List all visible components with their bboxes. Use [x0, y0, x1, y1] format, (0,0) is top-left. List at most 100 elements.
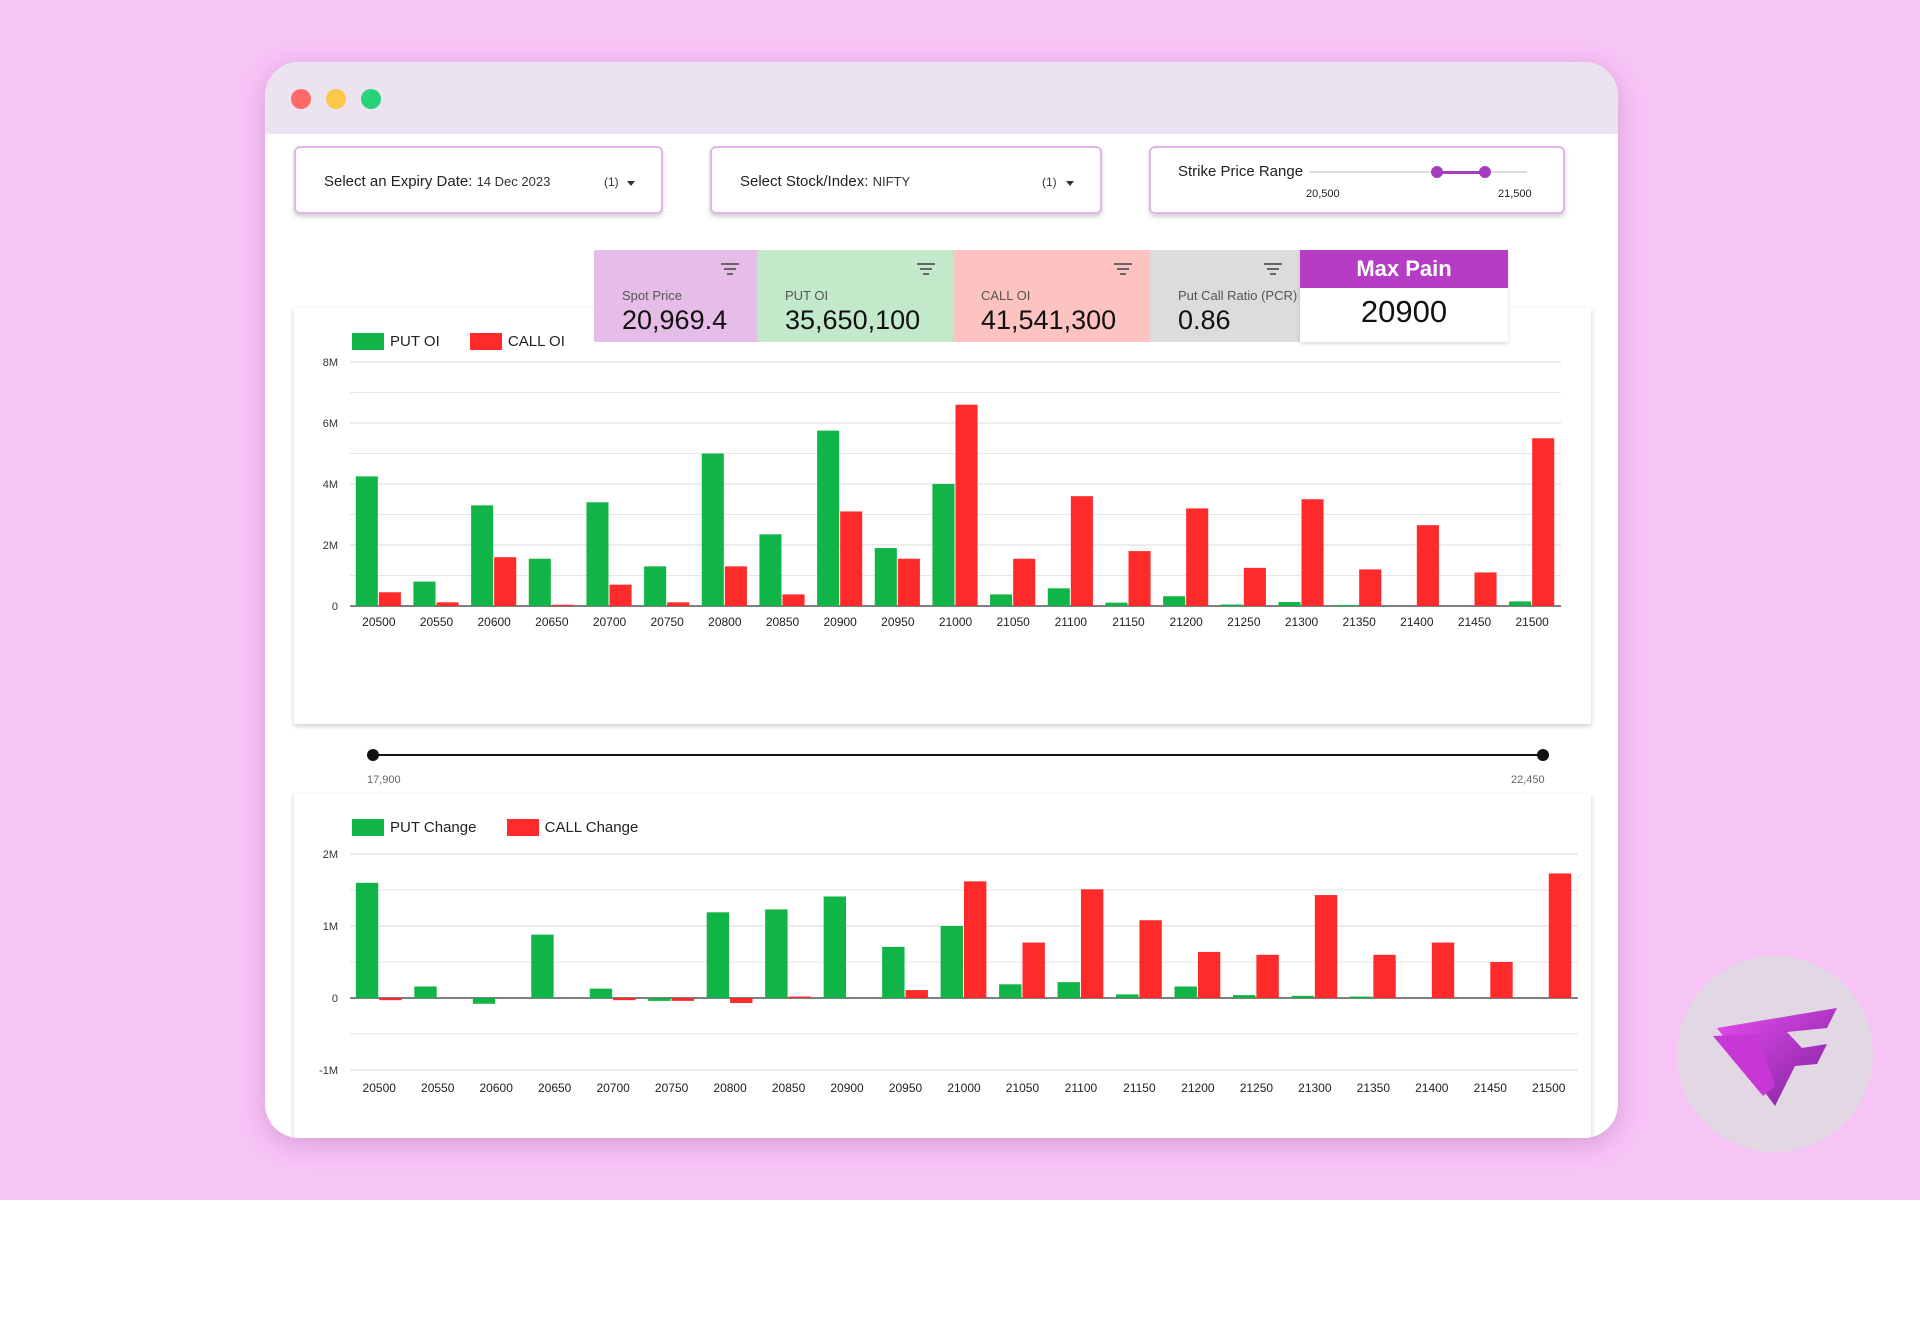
call-bar-20500[interactable]	[379, 998, 402, 1001]
put-bar-20500[interactable]	[355, 476, 378, 606]
put-bar-21250[interactable]	[1232, 995, 1256, 998]
call-bar-21450[interactable]	[1490, 962, 1513, 998]
put-bar-20600[interactable]	[471, 505, 494, 606]
call-bar-20750[interactable]	[671, 998, 695, 1001]
call-bar-20950[interactable]	[897, 558, 920, 606]
put-bar-20800[interactable]	[706, 912, 730, 998]
call-bar-20650[interactable]	[551, 604, 574, 606]
put-bar-20750[interactable]	[648, 998, 671, 1001]
filter-icon[interactable]	[917, 263, 935, 277]
strike-price-range-control: Strike Price Range 20,500 21,500	[1149, 146, 1565, 214]
put-bar-21200[interactable]	[1174, 986, 1197, 998]
put-bar-20850[interactable]	[759, 534, 782, 606]
call-bar-20500[interactable]	[378, 592, 401, 606]
put-bar-20950[interactable]	[874, 548, 897, 606]
x-tick-label: 20750	[655, 1081, 689, 1095]
call-bar-21100[interactable]	[1070, 496, 1093, 606]
x-tick-label: 21250	[1227, 615, 1261, 629]
put-bar-20650[interactable]	[528, 558, 551, 606]
put-bar-20550[interactable]	[413, 581, 436, 606]
call-bar-21000[interactable]	[955, 404, 978, 606]
x-tick-label: 21300	[1298, 1081, 1332, 1095]
call-bar-20950[interactable]	[905, 990, 928, 998]
call-bar-20700[interactable]	[613, 998, 636, 1001]
put-bar-21150[interactable]	[1105, 602, 1128, 606]
x-tick-label: 21500	[1515, 615, 1549, 629]
call-bar-21300[interactable]	[1314, 895, 1338, 998]
call-bar-21500[interactable]	[1548, 873, 1572, 998]
call-bar-21400[interactable]	[1431, 942, 1455, 998]
put-bar-21350[interactable]	[1336, 605, 1359, 607]
put-bar-21000[interactable]	[932, 484, 955, 606]
filter-icon[interactable]	[1264, 263, 1282, 277]
call-bar-20900[interactable]	[840, 511, 863, 606]
minimize-window-dot[interactable]	[326, 89, 346, 109]
put-bar-21300[interactable]	[1291, 995, 1314, 998]
call-bar-20600[interactable]	[494, 557, 517, 606]
call-bar-21350[interactable]	[1359, 569, 1382, 606]
strike-slider-min-handle[interactable]	[1431, 166, 1443, 178]
put-bar-21000[interactable]	[940, 926, 963, 998]
strike-range-min-handle[interactable]	[367, 749, 379, 761]
call-bar-20750[interactable]	[667, 602, 690, 606]
put-bar-20750[interactable]	[644, 566, 667, 606]
strike-range-max-handle[interactable]	[1537, 749, 1549, 761]
call-bar-21200[interactable]	[1197, 951, 1221, 998]
x-tick-label: 20900	[830, 1081, 864, 1095]
put-bar-21300[interactable]	[1278, 602, 1301, 606]
call-bar-21500[interactable]	[1532, 438, 1555, 606]
call-bar-20700[interactable]	[609, 584, 632, 606]
put-bar-20600[interactable]	[472, 998, 496, 1004]
put-bar-21100[interactable]	[1057, 982, 1080, 998]
call-bar-20850[interactable]	[788, 996, 811, 998]
x-tick-label: 21300	[1285, 615, 1319, 629]
call-bar-21050[interactable]	[1013, 558, 1036, 606]
put-bar-20700[interactable]	[589, 988, 613, 998]
put-bar-21250[interactable]	[1220, 604, 1243, 606]
call-bar-21350[interactable]	[1373, 954, 1396, 998]
maximize-window-dot[interactable]	[361, 89, 381, 109]
put-bar-20900[interactable]	[823, 896, 847, 998]
put-bar-21500[interactable]	[1509, 601, 1532, 606]
chevron-down-icon[interactable]	[627, 181, 635, 186]
call-bar-20800[interactable]	[730, 998, 753, 1004]
call-bar-21250[interactable]	[1256, 954, 1279, 998]
expiry-date-dropdown[interactable]: Select an Expiry Date: 14 Dec 2023 (1)	[294, 146, 663, 214]
filter-icon[interactable]	[721, 263, 739, 277]
put-bar-20900[interactable]	[817, 430, 840, 606]
call-bar-21250[interactable]	[1243, 567, 1266, 606]
put-bar-21050[interactable]	[990, 594, 1013, 606]
kpi-title: Put Call Ratio (PCR)	[1178, 288, 1298, 303]
filter-icon[interactable]	[1114, 263, 1132, 277]
call-bar-20550[interactable]	[436, 602, 459, 606]
put-bar-21350[interactable]	[1349, 996, 1373, 998]
close-window-dot[interactable]	[291, 89, 311, 109]
call-bar-20800[interactable]	[724, 566, 747, 606]
call-bar-21150[interactable]	[1139, 920, 1162, 998]
call-bar-21150[interactable]	[1128, 551, 1151, 606]
kpi-title: Spot Price	[622, 288, 682, 303]
put-bar-21200[interactable]	[1163, 596, 1186, 606]
call-bar-21450[interactable]	[1474, 572, 1497, 606]
call-bar-21300[interactable]	[1301, 499, 1324, 606]
stock-index-dropdown[interactable]: Select Stock/Index: NIFTY (1)	[710, 146, 1102, 214]
oi-chart-card: PUT OI CALL OI 0 2M 4M 6M 8M 20500 20550 20600 2…	[294, 308, 1591, 724]
call-bar-20850[interactable]	[782, 594, 805, 606]
call-bar-21200[interactable]	[1186, 508, 1209, 606]
call-bar-21400[interactable]	[1416, 525, 1439, 606]
put-bar-21050[interactable]	[999, 984, 1022, 998]
put-bar-20550[interactable]	[414, 986, 437, 998]
put-bar-20950[interactable]	[882, 946, 905, 998]
call-bar-21050[interactable]	[1022, 942, 1045, 998]
put-bar-21100[interactable]	[1047, 588, 1070, 606]
put-bar-20500[interactable]	[355, 882, 379, 998]
put-bar-20850[interactable]	[765, 909, 788, 998]
put-bar-20650[interactable]	[531, 934, 554, 998]
strike-slider-max-handle[interactable]	[1479, 166, 1491, 178]
put-bar-21150[interactable]	[1116, 994, 1139, 998]
put-bar-20800[interactable]	[701, 453, 724, 607]
call-bar-21000[interactable]	[964, 881, 987, 998]
chevron-down-icon[interactable]	[1066, 181, 1074, 186]
put-bar-20700[interactable]	[586, 502, 609, 606]
call-bar-21100[interactable]	[1080, 889, 1104, 998]
